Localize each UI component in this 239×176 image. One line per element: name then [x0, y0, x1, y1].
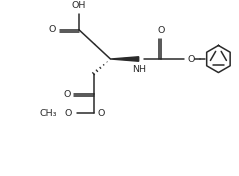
Text: NH: NH	[132, 65, 146, 74]
Text: O: O	[187, 55, 194, 64]
Text: O: O	[64, 109, 72, 118]
Text: O: O	[48, 25, 56, 34]
Text: O: O	[158, 26, 165, 35]
Text: O: O	[98, 109, 105, 118]
Text: OH: OH	[72, 1, 86, 10]
Polygon shape	[110, 57, 139, 61]
Text: O: O	[63, 90, 71, 99]
Text: CH₃: CH₃	[40, 109, 57, 118]
